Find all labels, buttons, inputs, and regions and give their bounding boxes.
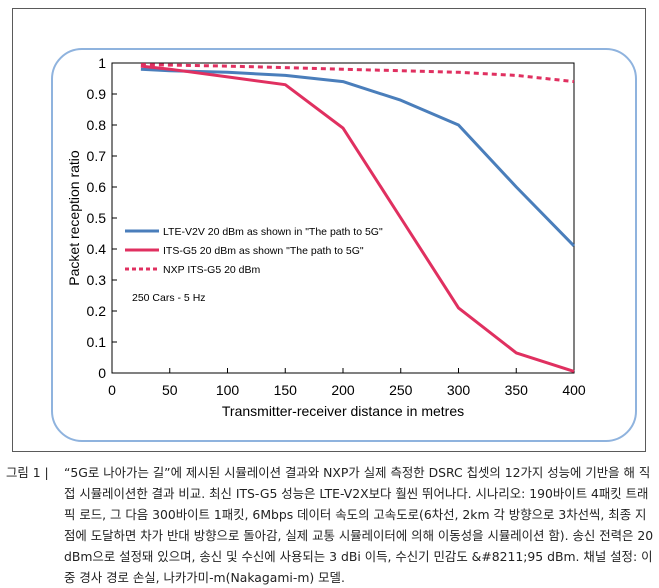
y-tick-label-6: 0.6 xyxy=(87,179,107,195)
chart-rounded-border xyxy=(51,48,637,442)
x-tick-label-1: 50 xyxy=(162,382,178,398)
y-tick-label-2: 0.2 xyxy=(87,303,107,319)
line-chart: 0 50 100 150 200 250 300 350 400 0 0.1 0.2 0.3 0.4 0.… xyxy=(51,48,637,442)
series-layer xyxy=(140,63,576,373)
y-tick-label-1: 0.1 xyxy=(87,334,107,350)
series-line-2 xyxy=(140,63,575,84)
x-tick-label-8: 400 xyxy=(562,382,586,398)
y-axis-ticks: 0 0.1 0.2 0.3 0.4 0.5 0.6 0.7 0.8 0.9 1 xyxy=(87,55,117,381)
y-tick-label-0: 0 xyxy=(98,365,106,381)
x-axis-ticks: 0 50 100 150 200 250 300 350 400 xyxy=(108,368,586,398)
y-tick-label-8: 0.8 xyxy=(87,117,107,133)
legend-label-lte: LTE-V2V 20 dBm as shown in "The path to … xyxy=(163,226,383,238)
caption-text: “5G로 나아가는 길”에 제시된 시뮬레이션 결과와 NXP가 실제 측정한 … xyxy=(64,465,654,585)
plot-area xyxy=(111,62,575,374)
x-tick-label-4: 200 xyxy=(331,382,355,398)
figure-caption: 그림 1 | “5G로 나아가는 길”에 제시된 시뮬레이션 결과와 NXP가 … xyxy=(6,462,654,588)
legend: LTE-V2V 20 dBm as shown in "The path to … xyxy=(125,226,383,276)
x-tick-label-3: 150 xyxy=(274,382,298,398)
x-tick-label-0: 0 xyxy=(108,382,116,398)
x-tick-label-6: 300 xyxy=(447,382,471,398)
x-tick-label-2: 100 xyxy=(216,382,240,398)
y-tick-label-5: 0.5 xyxy=(87,210,107,226)
x-axis-label: Transmitter-receiver distance in metres xyxy=(222,403,464,419)
caption-label: 그림 1 | xyxy=(6,465,49,480)
scenario-annotation: 250 Cars - 5 Hz xyxy=(132,292,206,304)
y-tick-label-3: 0.3 xyxy=(87,272,107,288)
y-tick-label-4: 0.4 xyxy=(87,241,107,257)
y-tick-label-7: 0.7 xyxy=(87,148,107,164)
y-tick-label-10: 1 xyxy=(98,55,106,71)
legend-label-nxp: NXP ITS-G5 20 dBm xyxy=(163,264,261,276)
series-line-1 xyxy=(140,64,575,373)
legend-label-itsg5: ITS-G5 20 dBm as shown "The path to 5G" xyxy=(163,245,364,257)
x-tick-label-5: 250 xyxy=(389,382,413,398)
y-axis-label: Packet reception ratio xyxy=(66,150,82,286)
x-tick-label-7: 350 xyxy=(505,382,529,398)
y-tick-label-9: 0.9 xyxy=(87,86,107,102)
figure-frame: 0 50 100 150 200 250 300 350 400 0 0.1 0.2 0.3 0.4 0.… xyxy=(12,8,646,452)
